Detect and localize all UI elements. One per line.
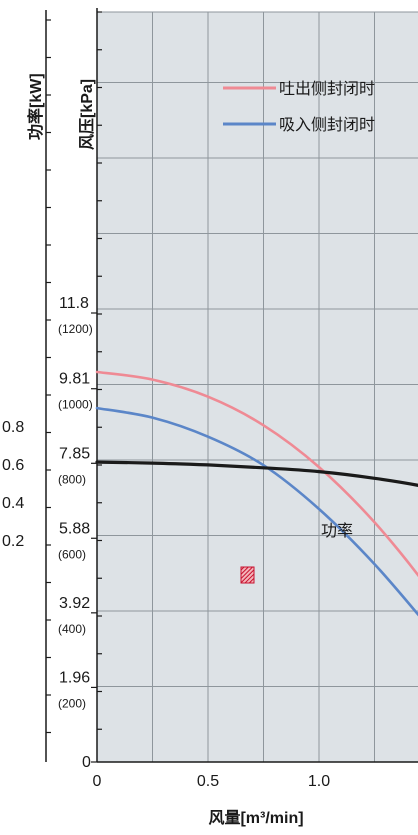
- x-tick-label: 1.0: [308, 773, 330, 790]
- pressure-tick-sublabel: (400): [58, 622, 86, 636]
- pressure-tick-sublabel: (800): [58, 472, 86, 486]
- power-tick-label: 0.2: [2, 533, 24, 550]
- x-tick-label: 0.5: [197, 773, 219, 790]
- series-line-1: [95, 370, 418, 578]
- pressure-tick-sublabel: (1000): [58, 398, 93, 412]
- x-axis-title: 风量[m³/min]: [208, 809, 303, 827]
- pressure-tick-label: 5.88: [59, 520, 90, 537]
- plot-background: [97, 12, 418, 762]
- pressure-axis-title: 风压[kPa]: [78, 79, 96, 150]
- pressure-tick-label: 1.96: [59, 669, 90, 686]
- power-tick-label: 0.8: [2, 419, 24, 436]
- power-tick-label: 0.4: [2, 495, 24, 512]
- power-curve-label: 功率: [321, 522, 353, 540]
- pressure-tick-label: 3.92: [59, 595, 90, 612]
- pressure-tick-label: 11.8: [59, 295, 89, 312]
- power-tick-label: 0.6: [2, 457, 24, 474]
- series-line-2: [95, 406, 418, 617]
- x-tick-label: 0: [93, 773, 102, 790]
- series-line-3: [95, 460, 418, 487]
- pressure-tick-sublabel: (1200): [58, 322, 93, 336]
- power-axis-title: 功率[kW]: [26, 73, 45, 140]
- marker-hatch: [241, 567, 254, 583]
- pressure-tick-label: 0: [82, 754, 91, 771]
- pressure-tick-sublabel: (600): [58, 547, 86, 561]
- pressure-tick-label: 9.81: [59, 371, 90, 388]
- pressure-tick-label: 7.85: [59, 445, 90, 462]
- legend-label-2: 吸入侧封闭时: [279, 116, 375, 134]
- legend-label-1: 吐出侧封闭时: [279, 80, 375, 98]
- pressure-tick-sublabel: (200): [58, 696, 86, 710]
